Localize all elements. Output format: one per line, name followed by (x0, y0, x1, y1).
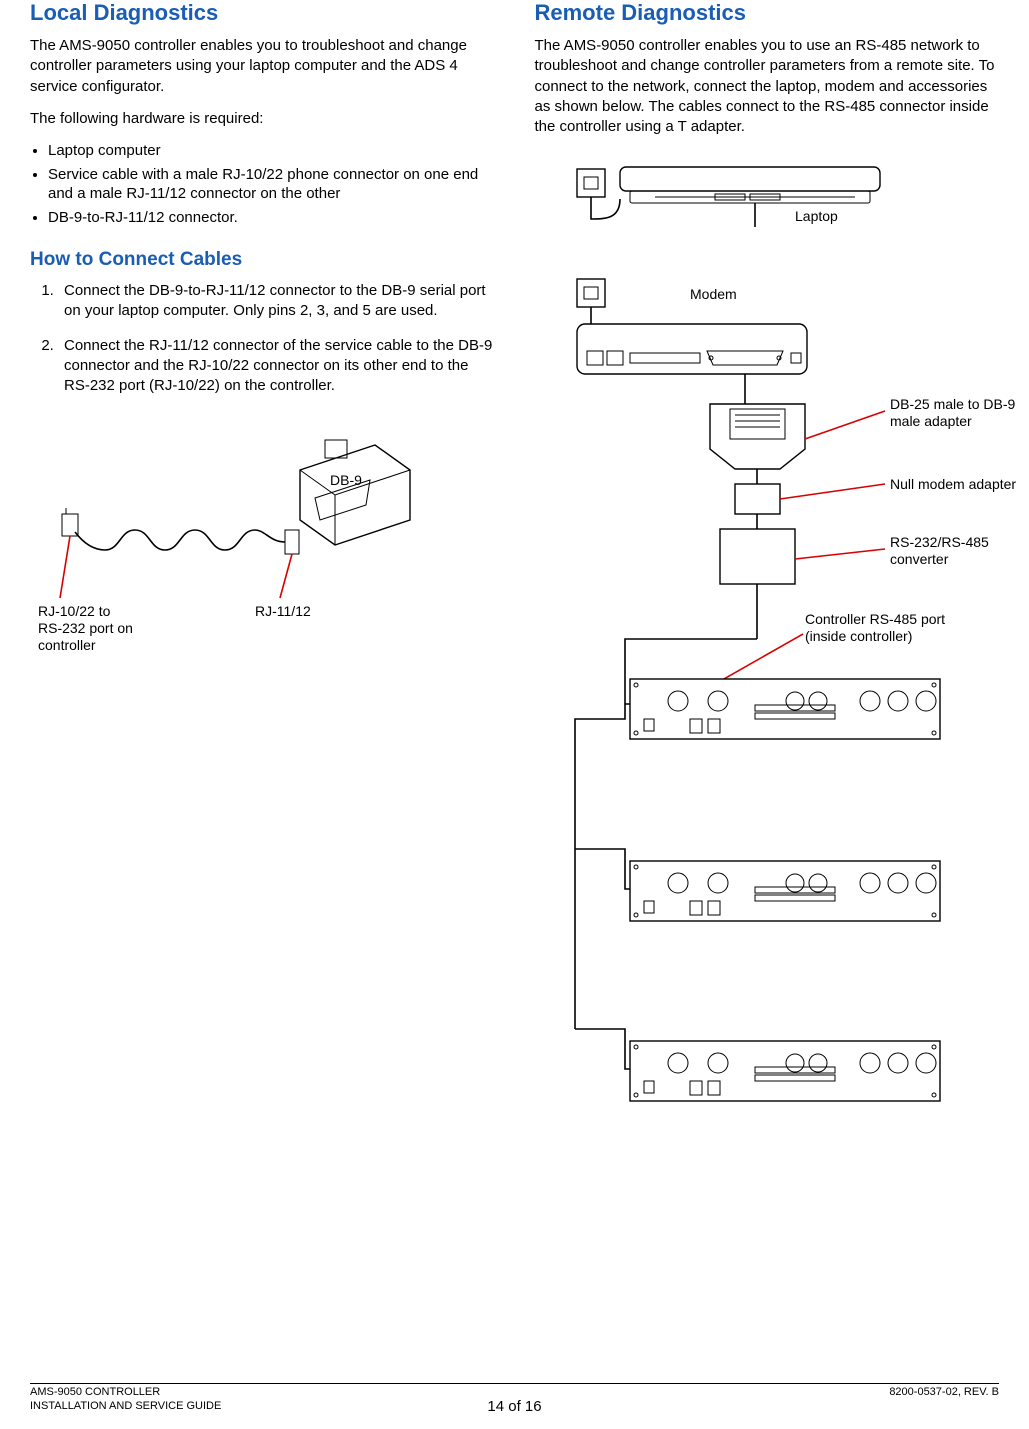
controller-icon (630, 679, 940, 739)
controller-icon (630, 1041, 940, 1101)
controller-port-label-l1: Controller RS-485 port (805, 611, 945, 627)
rj10-label-l3: controller (38, 637, 96, 650)
bullet-item: Service cable with a male RJ-10/22 phone… (48, 165, 495, 204)
remote-diagram: Laptop (535, 149, 1000, 1173)
db9-label: DB-9 (330, 472, 362, 488)
hardware-bullets: Laptop computer Service cable with a mal… (30, 141, 495, 227)
remote-diagnostics-heading: Remote Diagnostics (535, 0, 1000, 26)
db25-adapter-icon (710, 404, 805, 469)
step-item: Connect the RJ-11/12 connector of the se… (58, 336, 495, 397)
local-diagnostics-heading: Local Diagnostics (30, 0, 495, 26)
laptop-label: Laptop (795, 208, 838, 224)
converter-label-l1: RS-232/RS-485 (890, 534, 989, 550)
remote-intro-paragraph: The AMS-9050 controller enables you to u… (535, 36, 1000, 137)
connect-steps-list: Connect the DB-9-to-RJ-11/12 connector t… (30, 281, 495, 396)
bullet-item: DB-9-to-RJ-11/12 connector. (48, 208, 495, 228)
modem-label: Modem (690, 286, 737, 302)
footer-docid: 8200-0537-02, REV. B (889, 1386, 999, 1398)
converter-label-l2: converter (890, 551, 949, 567)
rj10-label-l2: RS-232 port on (38, 620, 133, 636)
laptop-icon (620, 167, 880, 203)
page-number: 14 of 16 (0, 1398, 1029, 1415)
controller-icon (630, 861, 940, 921)
step-item: Connect the DB-9-to-RJ-11/12 connector t… (58, 281, 495, 322)
local-intro-paragraph: The AMS-9050 controller enables you to t… (30, 36, 495, 97)
null-modem-icon (735, 484, 780, 514)
bullet-item: Laptop computer (48, 141, 495, 161)
converter-icon (720, 529, 795, 584)
local-diagram: DB-9 RJ-11/12 RJ-10/22 to RS-232 port on… (30, 410, 495, 654)
page-footer: AMS-9050 CONTROLLER INSTALLATION AND SER… (30, 1383, 999, 1429)
controller-port-label-l2: (inside controller) (805, 628, 912, 644)
connect-cables-heading: How to Connect Cables (30, 249, 495, 271)
right-column: Remote Diagnostics The AMS-9050 controll… (535, 0, 1000, 1383)
null-modem-label: Null modem adapter (890, 476, 1016, 492)
hardware-required-lead: The following hardware is required: (30, 109, 495, 129)
db25-label-l2: male adapter (890, 413, 972, 429)
db25-label-l1: DB-25 male to DB-9 (890, 396, 1015, 412)
left-column: Local Diagnostics The AMS-9050 controlle… (30, 0, 495, 1383)
rj11-label: RJ-11/12 (255, 603, 311, 619)
rj10-label-l1: RJ-10/22 to (38, 603, 111, 619)
